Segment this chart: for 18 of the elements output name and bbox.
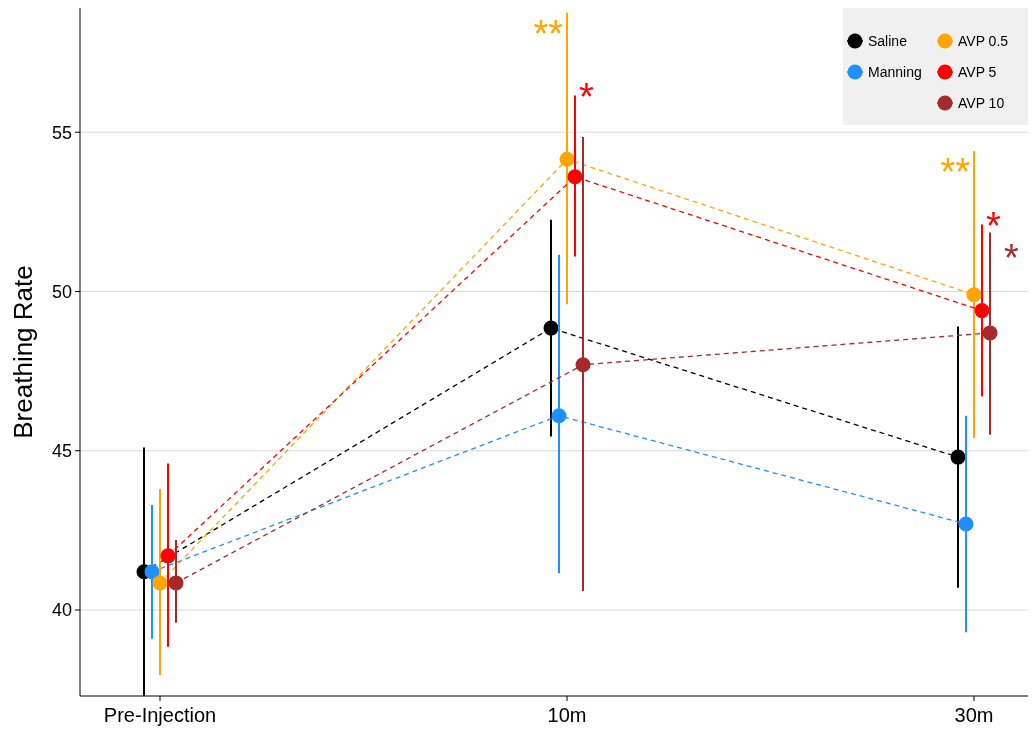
y-tick-label: 50	[51, 281, 72, 302]
annotation: *	[986, 204, 1001, 247]
legend-label: AVP 0.5	[958, 32, 1009, 49]
x-tick-label: 10m	[547, 704, 587, 726]
annotation: **	[533, 12, 564, 55]
annotation: *	[1004, 236, 1019, 279]
y-axis-title: Breathing Rate	[8, 265, 38, 439]
legend-label: Manning	[868, 63, 922, 80]
legend-label: AVP 10	[958, 94, 1005, 111]
y-tick-label: 40	[51, 600, 72, 621]
x-tick-label: 30m	[954, 704, 994, 726]
y-tick-label: 55	[51, 122, 72, 143]
y-tick-label: 45	[51, 441, 72, 462]
legend-label: Saline	[868, 32, 908, 49]
annotation: **	[940, 151, 971, 194]
annotation: *	[579, 75, 594, 118]
x-tick-label: Pre-Injection	[103, 704, 217, 726]
legend-label: AVP 5	[958, 63, 997, 80]
